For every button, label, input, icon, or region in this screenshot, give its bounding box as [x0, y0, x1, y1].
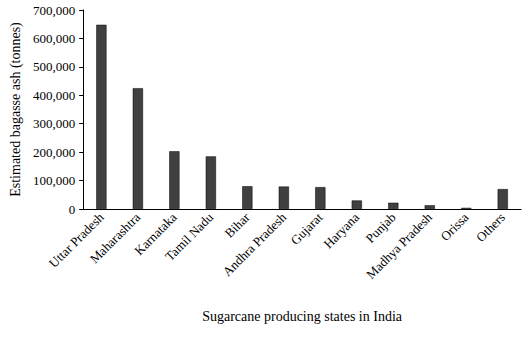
svg-text:Karnataka: Karnataka [131, 209, 180, 258]
svg-text:Andhra Pradesh: Andhra Pradesh [220, 209, 290, 279]
svg-text:Estimated bagasse ash (tonnes): Estimated bagasse ash (tonnes) [8, 22, 24, 197]
svg-text:Uttar Pradesh: Uttar Pradesh [45, 209, 107, 271]
svg-text:Tamil Nadu: Tamil Nadu [162, 209, 216, 263]
svg-text:0: 0 [69, 202, 76, 217]
svg-text:100,000: 100,000 [33, 173, 75, 188]
svg-text:Punjab: Punjab [362, 209, 399, 246]
svg-text:Madhya Pradesh: Madhya Pradesh [363, 209, 435, 281]
svg-text:Gujarat: Gujarat [287, 209, 325, 247]
svg-text:600,000: 600,000 [33, 31, 75, 46]
svg-text:200,000: 200,000 [33, 145, 75, 160]
svg-text:Maharashtra: Maharashtra [87, 210, 144, 267]
svg-text:700,000: 700,000 [33, 3, 75, 18]
svg-text:Orissa: Orissa [437, 210, 471, 244]
svg-text:300,000: 300,000 [33, 116, 75, 131]
svg-text:500,000: 500,000 [33, 59, 75, 74]
svg-text:Bihar: Bihar [222, 209, 253, 240]
svg-text:Sugarcane producing states in: Sugarcane producing states in India [202, 309, 403, 324]
svg-text:400,000: 400,000 [33, 88, 75, 103]
svg-text:Haryana: Haryana [320, 210, 362, 252]
svg-text:Others: Others [473, 210, 508, 245]
